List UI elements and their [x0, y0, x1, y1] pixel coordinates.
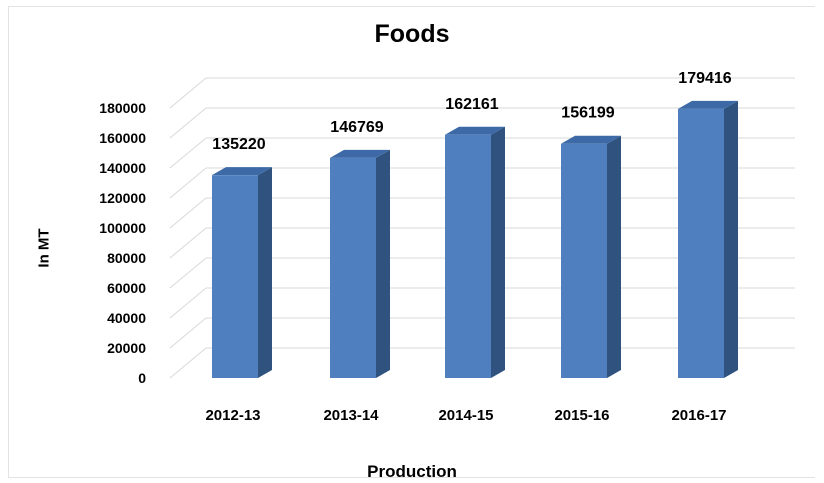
y-tick-label: 60000 [107, 280, 146, 296]
y-tick-label: 0 [138, 370, 146, 386]
gridline-depth [169, 347, 207, 379]
y-tick-label: 180000 [99, 100, 146, 116]
y-tick-label: 160000 [99, 130, 146, 146]
bar-top-face [330, 149, 390, 158]
gridline-depth [169, 317, 207, 349]
bar-top-face [561, 135, 621, 144]
data-label: 179416 [678, 70, 731, 87]
bar-side-face [258, 167, 272, 378]
data-label: 135220 [212, 136, 265, 153]
y-tick-label: 40000 [107, 310, 146, 326]
gridline-depth [169, 287, 207, 319]
bar [445, 134, 491, 378]
chart-title: Foods [374, 20, 450, 48]
bar [678, 108, 724, 378]
bar-top-face [678, 100, 738, 109]
y-tick-label: 20000 [107, 340, 146, 356]
bar-top-face [212, 167, 272, 176]
gridline-depth [169, 227, 207, 259]
x-tick-label: 2014-15 [438, 407, 493, 424]
gridline-depth [169, 257, 207, 289]
bar [212, 175, 258, 378]
bar-side-face [491, 126, 505, 378]
x-tick-label: 2013-14 [323, 407, 379, 424]
data-label: 146769 [330, 119, 383, 136]
bar [330, 157, 376, 378]
y-tick-label: 140000 [99, 160, 146, 176]
x-tick-label: 2015-16 [554, 407, 609, 424]
gridline-depth [169, 197, 207, 229]
data-label: 156199 [561, 105, 614, 122]
data-label: 162161 [445, 96, 498, 113]
y-tick-label: 100000 [99, 220, 146, 236]
y-tick-label: 120000 [99, 190, 146, 206]
bar [561, 143, 607, 378]
bar-side-face [607, 135, 621, 378]
gridline-depth [169, 107, 207, 139]
gridline-depth [169, 137, 207, 169]
gridline-depth [169, 77, 207, 109]
x-tick-label: 2016-17 [671, 407, 726, 424]
bar-side-face [724, 100, 738, 378]
x-tick-label: 2012-13 [205, 407, 260, 424]
gridline-depth [169, 167, 207, 199]
x-axis-label: Production [367, 462, 457, 481]
bar-side-face [376, 149, 390, 378]
bar-top-face [445, 126, 505, 135]
y-tick-label: 80000 [107, 250, 146, 266]
